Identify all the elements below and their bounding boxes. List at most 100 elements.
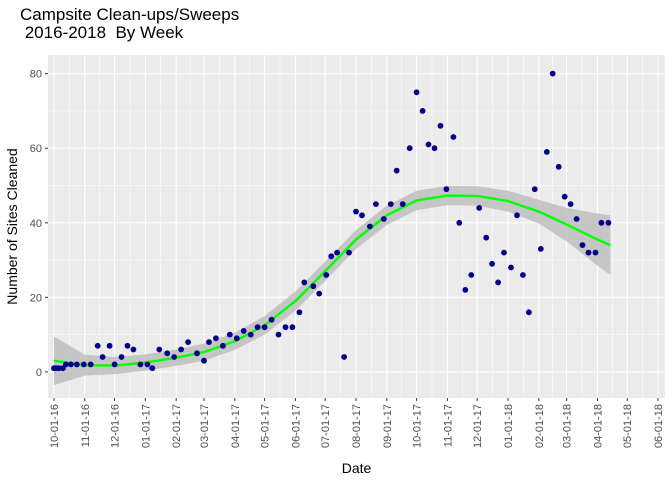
data-point	[194, 350, 200, 357]
data-point	[495, 279, 501, 286]
y-tick-label: 40	[30, 218, 42, 230]
data-point	[118, 354, 125, 360]
data-point	[367, 223, 373, 230]
x-tick-label: 10-01-17	[412, 404, 424, 448]
data-point	[399, 201, 406, 208]
data-point	[124, 342, 131, 349]
data-point	[106, 342, 113, 349]
data-point	[605, 219, 612, 226]
data-point	[419, 108, 426, 114]
y-tick-label: 60	[30, 143, 42, 155]
data-point	[526, 309, 532, 316]
data-point	[156, 346, 163, 353]
data-point	[450, 134, 457, 140]
x-tick-label: 04-01-18	[592, 404, 604, 448]
data-point	[268, 316, 275, 323]
data-point	[310, 283, 317, 290]
data-point	[425, 141, 432, 148]
data-point	[380, 216, 387, 222]
data-point	[537, 246, 544, 252]
data-point	[549, 70, 556, 77]
x-tick-label: 09-01-17	[382, 404, 394, 448]
data-point	[254, 324, 261, 331]
x-tick-label: 12-01-16	[110, 404, 122, 448]
data-point	[531, 186, 538, 193]
x-tick-label: 01-01-17	[140, 404, 152, 448]
data-point	[387, 201, 394, 208]
data-point	[508, 264, 514, 271]
x-tick-label: 03-01-17	[199, 404, 211, 448]
data-point	[63, 361, 69, 368]
data-point	[406, 145, 413, 152]
y-axis: 0 20 40 60 80	[30, 69, 48, 379]
data-point	[592, 249, 599, 256]
data-point	[275, 331, 282, 338]
data-points	[51, 70, 612, 372]
x-tick-label: 01-01-18	[503, 404, 515, 448]
data-point	[323, 272, 330, 278]
data-point	[94, 342, 101, 349]
data-point	[144, 361, 151, 368]
chart-title: Campsite Clean-ups/Sweeps 2016-2018 By W…	[20, 5, 240, 42]
data-point	[213, 335, 219, 342]
data-point	[111, 361, 118, 368]
data-point	[149, 365, 156, 372]
x-tick-label: 05-01-18	[622, 404, 634, 448]
data-point	[99, 354, 106, 360]
x-axis-title: Date	[342, 460, 372, 476]
data-point	[341, 354, 347, 360]
data-point	[483, 234, 490, 241]
data-point	[598, 219, 605, 226]
data-point	[567, 201, 574, 208]
data-point	[80, 361, 87, 368]
data-point	[561, 193, 568, 200]
x-tick-label: 10-01-16	[49, 404, 61, 448]
x-tick-label: 07-01-17	[320, 404, 332, 448]
data-point	[328, 253, 335, 260]
x-tick-label: 06-01-18	[653, 404, 665, 448]
data-point	[468, 272, 475, 278]
x-tick-label: 02-01-18	[534, 404, 546, 448]
data-point	[178, 346, 185, 353]
y-tick-label: 80	[30, 69, 42, 81]
data-point	[301, 279, 308, 286]
x-tick-label: 02-01-17	[171, 404, 183, 448]
data-point	[543, 149, 550, 155]
x-tick-label: 03-01-18	[562, 404, 574, 448]
y-tick-label: 0	[36, 367, 42, 379]
x-tick-label: 11-01-16	[80, 404, 92, 447]
data-point	[261, 324, 268, 331]
smooth-trend-line	[53, 194, 611, 367]
data-point	[520, 272, 526, 278]
data-point	[456, 219, 463, 226]
data-point	[289, 324, 296, 331]
data-point	[137, 361, 144, 368]
data-point	[334, 249, 340, 256]
data-point	[282, 324, 289, 331]
data-point	[501, 249, 507, 256]
data-point	[573, 216, 580, 222]
data-point	[437, 122, 444, 129]
x-tick-label: 06-01-17	[290, 404, 302, 448]
data-point	[206, 339, 212, 345]
data-point	[489, 260, 495, 267]
y-axis-title: Number of Sites Cleaned	[4, 148, 20, 304]
data-point	[585, 249, 592, 256]
data-point	[226, 331, 233, 338]
data-point	[56, 365, 62, 372]
data-point	[164, 350, 171, 357]
data-point	[353, 208, 359, 215]
data-point	[514, 212, 520, 219]
data-point	[68, 361, 74, 368]
x-tick-label: 04-01-17	[230, 404, 242, 448]
x-axis: 10-01-16 11-01-16 12-01-16 01-01-17 02-01-17…	[49, 398, 665, 448]
data-point	[247, 331, 254, 338]
data-point	[373, 201, 379, 208]
data-point	[220, 342, 226, 349]
data-point	[443, 186, 450, 193]
x-tick-label: 11-01-17	[442, 404, 454, 447]
data-point	[233, 335, 240, 342]
x-tick-label: 05-01-17	[260, 404, 272, 448]
data-point	[201, 357, 207, 364]
data-point	[431, 145, 438, 152]
